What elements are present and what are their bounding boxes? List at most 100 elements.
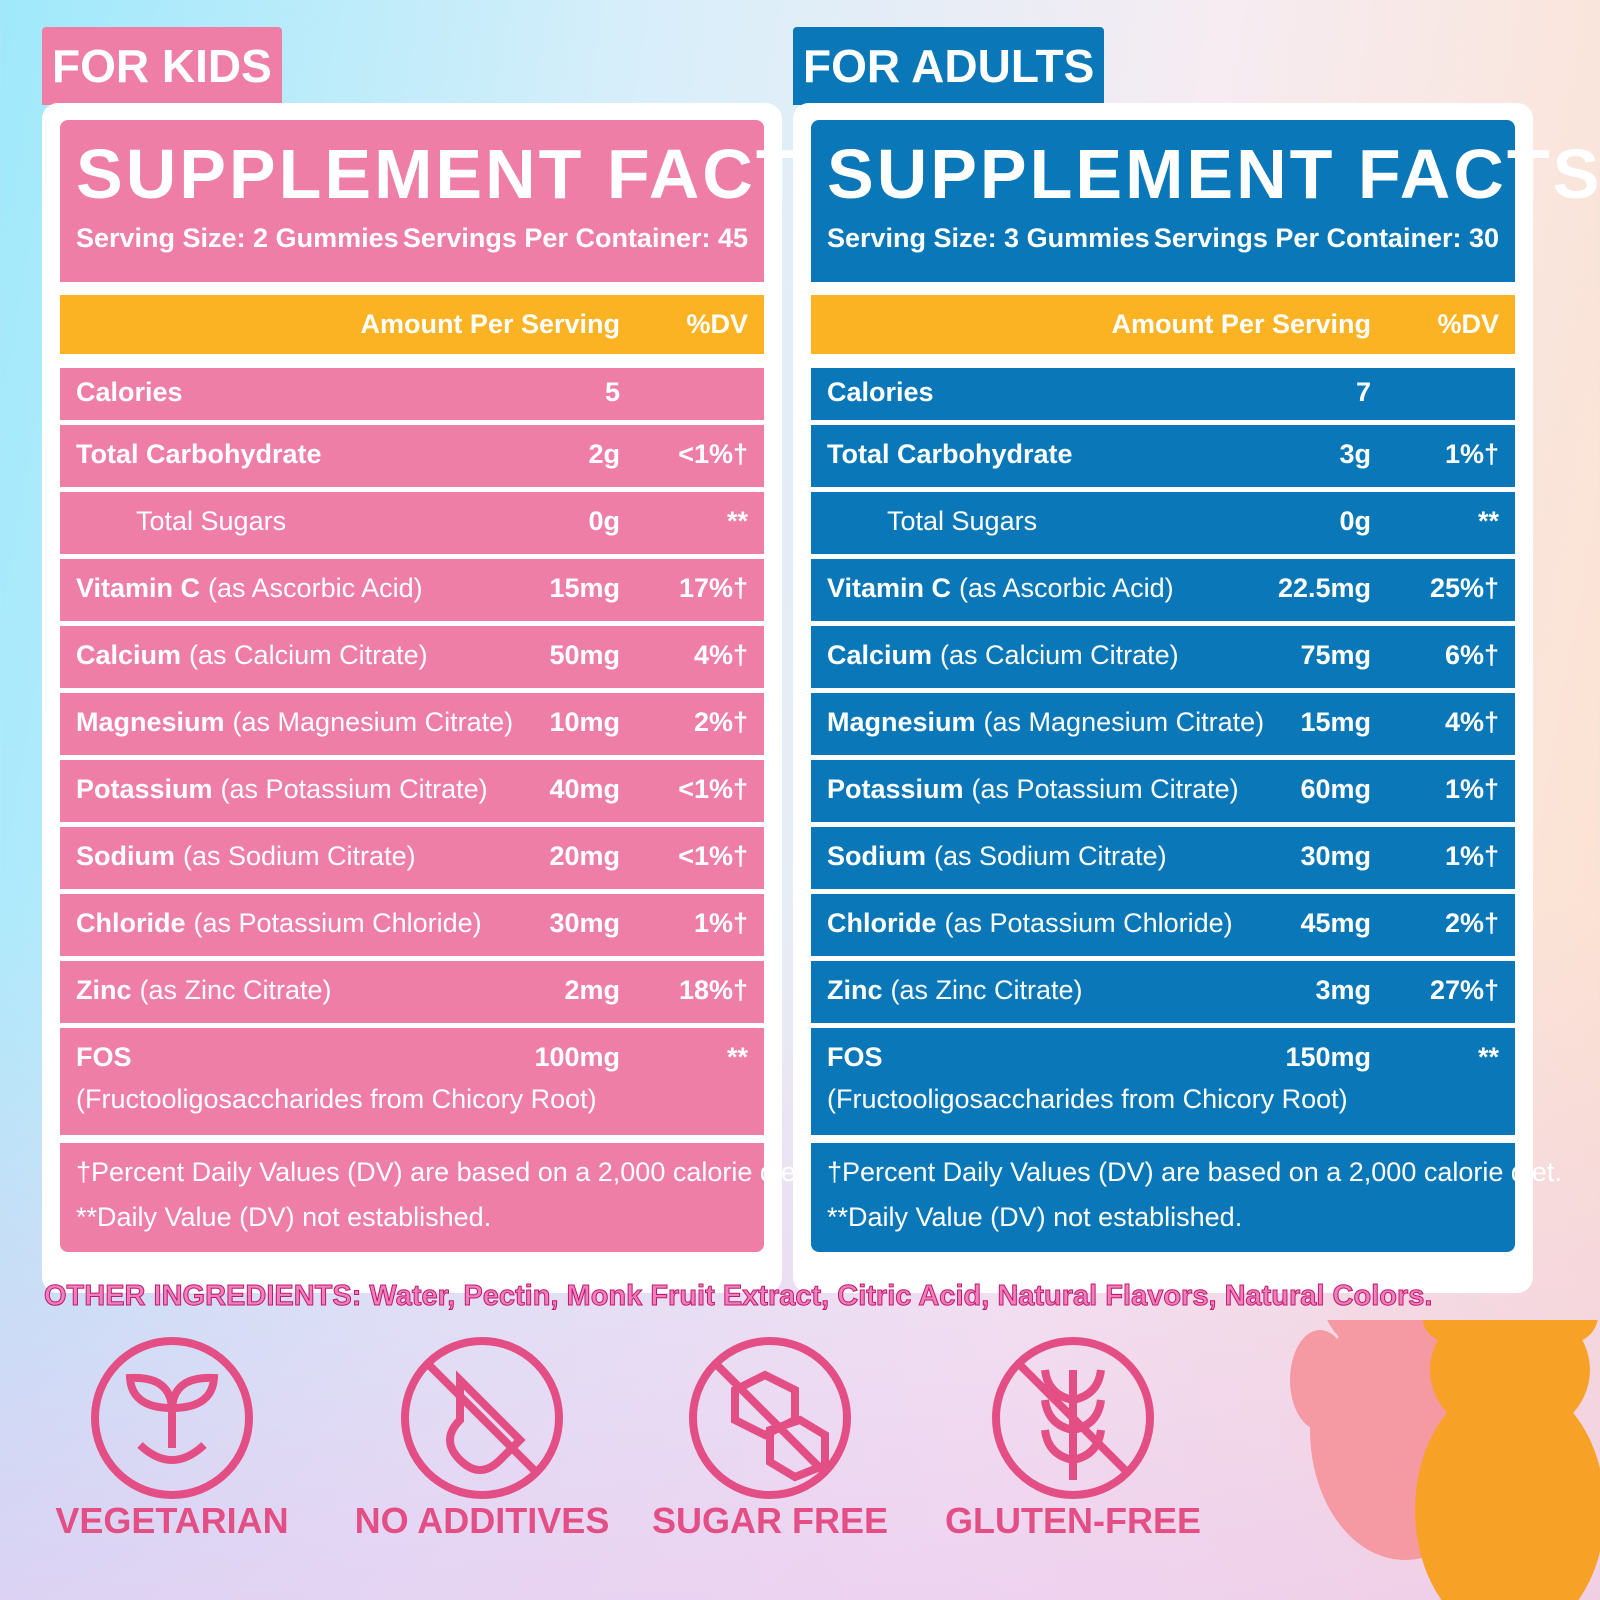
nutrient-row: Vitamin C (as Ascorbic Acid) 15mg 17%†: [60, 559, 764, 621]
nutrient-qualifier: (Fructooligosaccharides from Chicory Roo…: [76, 1084, 597, 1114]
nutrient-amount: 10mg: [549, 707, 620, 737]
dv-header: %DV: [1437, 309, 1499, 339]
nutrient-name: Potassium (as Potassium Citrate): [76, 774, 488, 805]
nutrient-label: Chloride: [76, 908, 186, 938]
nutrient-label: Total Sugars: [136, 506, 287, 536]
nutrient-qualifier: (Fructooligosaccharides from Chicory Roo…: [827, 1084, 1348, 1114]
nutrient-dv: 6%†: [1444, 640, 1499, 670]
nutrient-label: Vitamin C: [76, 573, 201, 603]
nutrient-label: FOS: [827, 1042, 883, 1072]
nutrient-dv: **: [726, 1042, 748, 1072]
nutrient-dv: 1%†: [693, 908, 748, 938]
decorations: [91, 1320, 1600, 1600]
nutrient-row: Magnesium (as Magnesium Citrate) 10mg 2%†: [60, 693, 764, 755]
supplement-panel: FOR ADULTS SUPPLEMENT FACTS Serving Size: …: [793, 27, 1599, 1297]
nutrient-label: Magnesium: [76, 707, 225, 737]
nutrient-amount: 50mg: [549, 640, 620, 670]
nutrient-amount: 15mg: [1300, 707, 1371, 737]
title-box: SUPPLEMENT FACTS Serving Size: 3 Gummies S…: [811, 120, 1599, 282]
badge-label: VEGETARIAN: [55, 1500, 289, 1541]
nutrient-label: Total Sugars: [887, 506, 1038, 536]
nutrient-row: Magnesium (as Magnesium Citrate) 15mg 4%†: [811, 693, 1515, 755]
nutrient-name: Calories: [76, 377, 183, 408]
nutrient-name: Chloride (as Potassium Chloride): [827, 908, 1233, 939]
nutrient-amount: 0g: [588, 506, 620, 536]
nutrient-qualifier: (as Potassium Citrate): [971, 774, 1239, 804]
nutrient-qualifier: (as Magnesium Citrate): [232, 707, 514, 737]
nutrient-amount: 45mg: [1300, 908, 1371, 938]
nutrient-label: Total Carbohydrate: [827, 439, 1073, 469]
nutrient-label: Calcium: [827, 640, 933, 670]
nutrient-dv: **: [726, 506, 748, 536]
nutrient-rows: Calories 5 Total Carbohydrate 2g <1%† Total S…: [60, 368, 764, 1135]
nutrient-dv: 18%†: [678, 975, 748, 1005]
nutrient-label: Calories: [76, 377, 183, 407]
badge-label: SUGAR FREE: [651, 1500, 889, 1541]
nutrient-amount: 150mg: [1285, 1042, 1371, 1072]
nutrient-dv: **: [1477, 506, 1499, 536]
footnote: **Daily Value (DV) not established.: [76, 1202, 492, 1232]
nutrient-qualifier: (as Potassium Chloride): [193, 908, 482, 938]
nutrient-qualifier: (as Magnesium Citrate): [983, 707, 1265, 737]
nutrient-name: Calcium (as Calcium Citrate): [827, 640, 1179, 671]
amount-header: Amount Per Serving: [1111, 309, 1371, 339]
nutrient-name: Total Carbohydrate: [827, 439, 1073, 470]
nutrient-amount: 7: [1355, 377, 1371, 407]
nutrient-qualifier: (as Sodium Citrate): [934, 841, 1167, 871]
nutrient-label: FOS: [76, 1042, 132, 1072]
nutrient-amount: 2mg: [564, 975, 620, 1005]
nutrient-amount: 30mg: [1300, 841, 1371, 871]
nutrient-row: Calcium (as Calcium Citrate) 50mg 4%†: [60, 626, 764, 688]
footnotes: †Percent Daily Values (DV) are based on …: [60, 1143, 811, 1252]
nutrient-label: Calcium: [76, 640, 182, 670]
badge-icons: [91, 1337, 1154, 1499]
nutrient-name: Sodium (as Sodium Citrate): [827, 841, 1167, 872]
nutrient-label: Total Carbohydrate: [76, 439, 322, 469]
nutrient-row: Total Sugars 0g **: [60, 492, 764, 554]
nutrient-row: Sodium (as Sodium Citrate) 20mg <1%†: [60, 827, 764, 889]
nutrient-amount: 22.5mg: [1277, 573, 1371, 603]
servings-per-container: Servings Per Container: 45: [402, 223, 748, 253]
nutrient-dv: 27%†: [1429, 975, 1499, 1005]
nutrient-label: Zinc: [827, 975, 883, 1005]
panel-card: SUPPLEMENT FACTS Serving Size: 2 Gummies S…: [42, 103, 848, 1293]
nutrient-amount: 3mg: [1315, 975, 1371, 1005]
nutrient-label: Sodium: [76, 841, 175, 871]
nutrient-rows: Calories 7 Total Carbohydrate 3g 1%† Total Su…: [811, 368, 1515, 1135]
nutrient-qualifier: (as Calcium Citrate): [189, 640, 428, 670]
panel-card: SUPPLEMENT FACTS Serving Size: 3 Gummies S…: [793, 103, 1599, 1293]
dv-header: %DV: [686, 309, 748, 339]
nutrient-qualifier: (as Ascorbic Acid): [959, 573, 1174, 603]
nutrient-amount: 75mg: [1300, 640, 1371, 670]
nutrient-amount: 2g: [588, 439, 620, 469]
nutrient-dv: 17%†: [678, 573, 748, 603]
nutrient-qualifier: (as Sodium Citrate): [183, 841, 416, 871]
nutrient-amount: 30mg: [549, 908, 620, 938]
panel-tag: FOR KIDS: [42, 27, 282, 105]
nutrient-label: Zinc: [76, 975, 132, 1005]
panel-tag: FOR ADULTS: [793, 27, 1105, 105]
nutrient-name: FOS (Fructooligosaccharides from Chicory …: [827, 1042, 1348, 1114]
nutrient-name: Vitamin C (as Ascorbic Acid): [827, 573, 1174, 604]
footnote: †Percent Daily Values (DV) are based on …: [76, 1157, 811, 1187]
nutrient-row: Potassium (as Potassium Citrate) 40mg <1%†: [60, 760, 764, 822]
nutrient-name: Chloride (as Potassium Chloride): [76, 908, 482, 939]
serving-size: Serving Size: 2 Gummies: [76, 223, 399, 253]
nutrient-name: Total Carbohydrate: [76, 439, 322, 470]
nutrient-amount: 40mg: [549, 774, 620, 804]
nutrient-dv: 25%†: [1429, 573, 1499, 603]
nutrient-dv: <1%†: [678, 439, 748, 469]
nutrient-dv: <1%†: [678, 774, 748, 804]
nutrient-qualifier: (as Potassium Chloride): [944, 908, 1233, 938]
nutrient-name: Total Sugars: [136, 506, 286, 537]
panel-title: SUPPLEMENT FACTS: [827, 135, 1600, 213]
nutrient-amount: 3g: [1339, 439, 1371, 469]
nutrient-label: Magnesium: [827, 707, 976, 737]
other-ingredients-label: OTHER INGREDIENTS:: [43, 1280, 362, 1313]
nutrient-amount: 15mg: [549, 573, 620, 603]
nutrient-name: Potassium (as Potassium Citrate): [827, 774, 1239, 805]
nutrient-row: Calcium (as Calcium Citrate) 75mg 6%†: [811, 626, 1515, 688]
nutrient-row: Total Sugars 0g **: [811, 492, 1515, 554]
nutrient-qualifier: (as Zinc Citrate): [890, 975, 1083, 1005]
nutrient-row: Calories 7: [811, 368, 1515, 420]
